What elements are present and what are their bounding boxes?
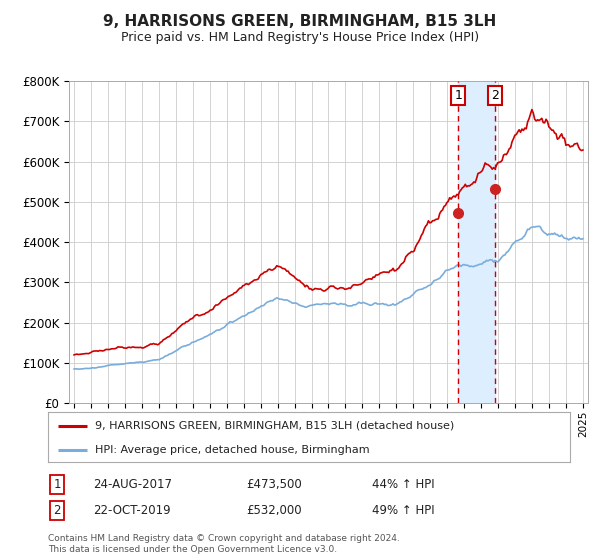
- Text: HPI: Average price, detached house, Birmingham: HPI: Average price, detached house, Birm…: [95, 445, 370, 455]
- Bar: [458, 81, 495, 403]
- Text: This data is licensed under the Open Government Licence v3.0.: This data is licensed under the Open Gov…: [48, 545, 337, 554]
- Text: 1: 1: [53, 478, 61, 491]
- Text: Price paid vs. HM Land Registry's House Price Index (HPI): Price paid vs. HM Land Registry's House …: [121, 31, 479, 44]
- Text: 9, HARRISONS GREEN, BIRMINGHAM, B15 3LH (detached house): 9, HARRISONS GREEN, BIRMINGHAM, B15 3LH …: [95, 421, 454, 431]
- Text: 22-OCT-2019: 22-OCT-2019: [93, 504, 170, 517]
- Text: £532,000: £532,000: [246, 504, 302, 517]
- Text: 1: 1: [454, 89, 462, 102]
- Text: 2: 2: [491, 89, 499, 102]
- Text: 24-AUG-2017: 24-AUG-2017: [93, 478, 172, 491]
- Text: 2: 2: [53, 504, 61, 517]
- Text: Contains HM Land Registry data © Crown copyright and database right 2024.: Contains HM Land Registry data © Crown c…: [48, 534, 400, 543]
- Text: 44% ↑ HPI: 44% ↑ HPI: [372, 478, 434, 491]
- Text: 9, HARRISONS GREEN, BIRMINGHAM, B15 3LH: 9, HARRISONS GREEN, BIRMINGHAM, B15 3LH: [103, 14, 497, 29]
- Text: 49% ↑ HPI: 49% ↑ HPI: [372, 504, 434, 517]
- Text: £473,500: £473,500: [246, 478, 302, 491]
